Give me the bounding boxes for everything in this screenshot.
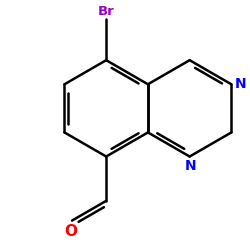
Text: N: N (185, 159, 197, 173)
Text: N: N (235, 77, 246, 91)
Text: Br: Br (98, 5, 114, 18)
Text: O: O (64, 224, 77, 239)
